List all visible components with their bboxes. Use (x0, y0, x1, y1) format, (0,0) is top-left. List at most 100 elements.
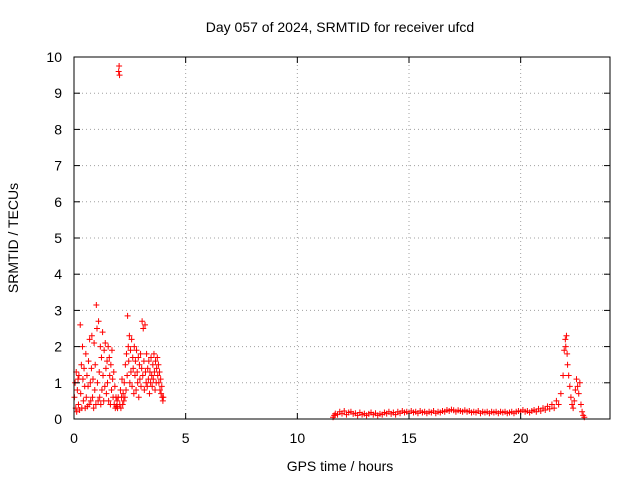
data-point (157, 376, 164, 383)
data-point (149, 383, 156, 390)
y-tick-label: 1 (54, 375, 62, 391)
data-point (87, 397, 94, 404)
data-point (110, 368, 117, 375)
data-point (81, 365, 88, 372)
data-point (130, 390, 137, 397)
data-point (74, 387, 81, 394)
data-point (91, 339, 98, 346)
data-point (151, 368, 158, 375)
data-point (570, 405, 577, 412)
data-point (102, 339, 109, 346)
y-tick-label: 4 (54, 266, 62, 282)
data-point (560, 372, 567, 379)
y-tick-label: 5 (54, 230, 62, 246)
data-point (94, 379, 101, 386)
data-point (109, 376, 116, 383)
data-point (124, 312, 131, 319)
data-point (139, 372, 146, 379)
y-tick-label: 3 (54, 302, 62, 318)
data-point (542, 406, 549, 413)
data-point (77, 390, 84, 397)
data-point (131, 372, 138, 379)
data-point (134, 379, 141, 386)
data-point (136, 361, 143, 368)
data-point (124, 372, 131, 379)
data-point (574, 383, 581, 390)
data-point (114, 397, 121, 404)
data-point (135, 394, 142, 401)
data-point (546, 405, 553, 412)
data-point (133, 387, 140, 394)
data-point (160, 394, 167, 401)
data-point (129, 354, 136, 361)
data-point (567, 394, 574, 401)
data-point (150, 376, 157, 383)
data-point (85, 358, 92, 365)
data-point (98, 387, 105, 394)
data-point (577, 401, 584, 408)
data-point (138, 383, 144, 390)
data-point (106, 372, 113, 379)
grid-lines (74, 57, 610, 419)
data-point (555, 401, 562, 408)
data-point (139, 318, 146, 325)
data-point (85, 383, 92, 390)
x-tick-label: 20 (513, 430, 529, 446)
data-point (146, 390, 153, 397)
data-point (92, 361, 99, 368)
data-point (119, 401, 126, 408)
data-point (75, 401, 82, 408)
data-point (153, 365, 160, 372)
data-point (128, 336, 135, 343)
data-point (562, 343, 569, 350)
data-point (566, 383, 573, 390)
data-point (107, 361, 114, 368)
data-point (83, 394, 90, 401)
data-point (561, 347, 568, 354)
data-point (82, 350, 89, 357)
data-point (89, 394, 96, 401)
data-point (564, 350, 571, 357)
data-point (93, 301, 100, 308)
data-point (116, 72, 123, 79)
y-tick-label: 9 (54, 85, 62, 101)
data-point (576, 379, 583, 386)
data-point (155, 361, 162, 368)
data-point (142, 321, 149, 328)
data-point (569, 401, 576, 408)
data-point (141, 387, 148, 394)
data-point (97, 401, 104, 408)
data-point (548, 401, 555, 408)
data-point (147, 379, 154, 386)
data-point (155, 379, 162, 386)
data-point (149, 361, 156, 368)
y-tick-label: 2 (54, 339, 62, 355)
data-point (75, 372, 82, 379)
data-point (131, 343, 138, 350)
data-point (79, 343, 86, 350)
data-point (105, 397, 112, 404)
data-point (83, 372, 90, 379)
data-point (88, 332, 95, 339)
data-point (125, 343, 132, 350)
data-point (95, 397, 102, 404)
data-point (100, 372, 107, 379)
data-point (95, 318, 102, 325)
data-point (158, 383, 165, 390)
data-point (551, 405, 558, 412)
data-point (117, 387, 124, 394)
data-point (123, 350, 130, 357)
data-point (145, 358, 152, 365)
data-point (91, 387, 98, 394)
data-point (130, 365, 137, 372)
data-point (564, 361, 571, 368)
data-point (105, 343, 112, 350)
data-point (148, 372, 155, 379)
data-point (133, 347, 140, 354)
data-point (94, 325, 101, 332)
x-tick-label: 5 (182, 430, 190, 446)
data-point (102, 365, 109, 372)
data-point (122, 361, 129, 368)
data-points (71, 63, 588, 421)
data-point (135, 354, 142, 361)
